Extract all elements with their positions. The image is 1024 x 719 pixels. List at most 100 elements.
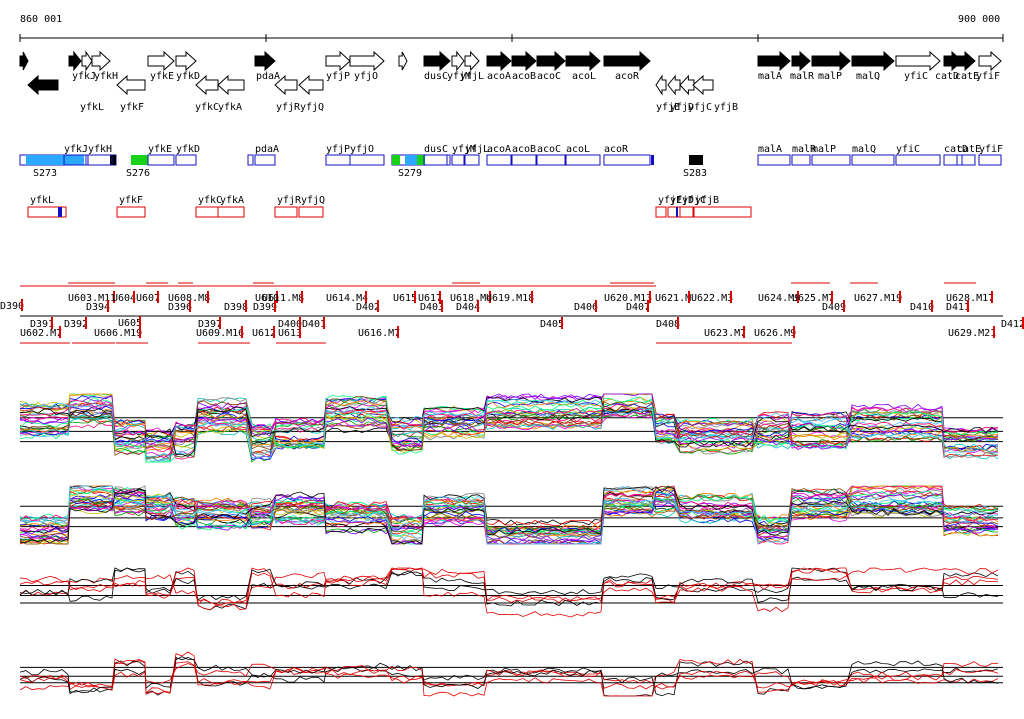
blue-segment	[651, 155, 654, 165]
gene-label: pdaA	[256, 71, 280, 82]
segment-label: D402	[356, 302, 380, 313]
red-track-label: yfkA	[220, 195, 244, 206]
red-segment	[116, 206, 146, 218]
segment-marker	[139, 326, 141, 338]
gene-arrow	[451, 50, 465, 72]
segment-label: D412	[1001, 319, 1024, 330]
profile-line	[19, 393, 999, 454]
red-track-label: yfjE	[658, 195, 682, 206]
gene-arrow	[116, 74, 146, 96]
blue-track-label: pdaA	[255, 144, 279, 155]
ruler-start-label: 860 001	[20, 14, 62, 25]
profile-line	[19, 486, 999, 545]
segment-marker	[85, 317, 87, 329]
gene-arrow	[757, 50, 791, 72]
blue-track-label: acoA	[487, 144, 511, 155]
red-segment	[217, 206, 245, 218]
segment-marker	[21, 299, 23, 311]
segment-label: D394	[86, 302, 110, 313]
gene-label: yfkC	[195, 102, 219, 113]
blue-track-label: yfiF	[979, 144, 1003, 155]
sigma-factor-label: S273	[33, 168, 57, 179]
segment-label: U614.M4	[326, 293, 368, 304]
blue-segment	[851, 154, 895, 166]
gene-label: yfkL	[80, 102, 104, 113]
segment-label: U603.M11	[68, 293, 116, 304]
gene-arrow	[811, 50, 851, 72]
red-track-label: yfjB	[695, 195, 719, 206]
sigma-factor-label: S279	[398, 168, 422, 179]
segment-label: U625.M7	[792, 293, 834, 304]
coordinate-ruler: 860 001 900 000	[19, 14, 1004, 42]
segment-label: U629.M21	[948, 328, 996, 339]
red-track-label: yfjC	[682, 195, 706, 206]
segment-label: D403	[420, 302, 444, 313]
segment-label: U619.M18	[486, 293, 534, 304]
segment-marker	[107, 300, 109, 312]
segment-marker	[991, 291, 993, 303]
segment-marker	[133, 291, 135, 303]
expression-block	[405, 155, 417, 165]
profile-line	[19, 487, 999, 537]
red-track-label: yfkC	[198, 195, 222, 206]
red-segment	[655, 206, 667, 218]
gene-label: yfjQ	[300, 102, 324, 113]
gene-arrow	[679, 74, 695, 96]
segment-label: U616.M7	[358, 328, 400, 339]
profile-line	[19, 399, 999, 452]
red-track-label: yfkL	[30, 195, 54, 206]
segment-label: D406	[574, 302, 598, 313]
gene-label: malQ	[856, 71, 880, 82]
blue-track-label: yfkD	[176, 144, 200, 155]
segment-marker	[931, 300, 933, 312]
segment-label: U624.M9	[758, 293, 800, 304]
profile-line	[19, 488, 999, 545]
blue-track-label: yfjL	[465, 144, 489, 155]
gene-arrow	[486, 50, 512, 72]
profile-line	[19, 567, 998, 605]
segment-label: U627.M19	[854, 293, 902, 304]
blue-track-label: acoL	[566, 144, 590, 155]
red-segment	[692, 206, 752, 218]
expression-block	[689, 155, 703, 165]
segment-marker	[241, 326, 243, 338]
segment-marker	[397, 326, 399, 338]
segment-marker	[899, 291, 901, 303]
segment-label: U606.M19	[94, 328, 142, 339]
blue-track-label: yfjP	[326, 144, 350, 155]
red-segment	[298, 206, 324, 218]
blue-segment	[254, 154, 276, 166]
gene-label: yfkE	[150, 71, 174, 82]
segment-marker	[967, 300, 969, 312]
segment-marker	[299, 326, 301, 338]
gene-label: yfkF	[120, 102, 144, 113]
segment-marker	[797, 291, 799, 303]
gene-label: yfkH	[94, 71, 118, 82]
segment-marker	[113, 291, 115, 303]
gene-label: acoA	[487, 71, 511, 82]
ruler-end-label: 900 000	[958, 14, 1000, 25]
gene-arrow	[978, 50, 1002, 72]
segment-label: D399	[253, 302, 277, 313]
gene-arrow	[68, 50, 82, 72]
sigma-factor-label: S283	[683, 168, 707, 179]
gene-arrow	[851, 50, 895, 72]
segment-marker	[677, 317, 679, 329]
blue-segment	[511, 154, 537, 166]
segment-label: D400	[278, 319, 302, 330]
gene-label: acoL	[572, 71, 596, 82]
gene-arrow	[603, 50, 651, 72]
segment-label: D407	[626, 302, 650, 313]
segment-marker	[245, 300, 247, 312]
gene-arrow	[791, 50, 811, 72]
gene-arrow	[398, 51, 408, 71]
gene-arrow	[81, 50, 93, 72]
blue-segment	[147, 154, 175, 166]
red-segment	[667, 206, 681, 218]
segment-marker	[561, 317, 563, 329]
segment-marker	[365, 291, 367, 303]
segment-label: D390	[0, 301, 24, 312]
red-segment	[679, 206, 695, 218]
